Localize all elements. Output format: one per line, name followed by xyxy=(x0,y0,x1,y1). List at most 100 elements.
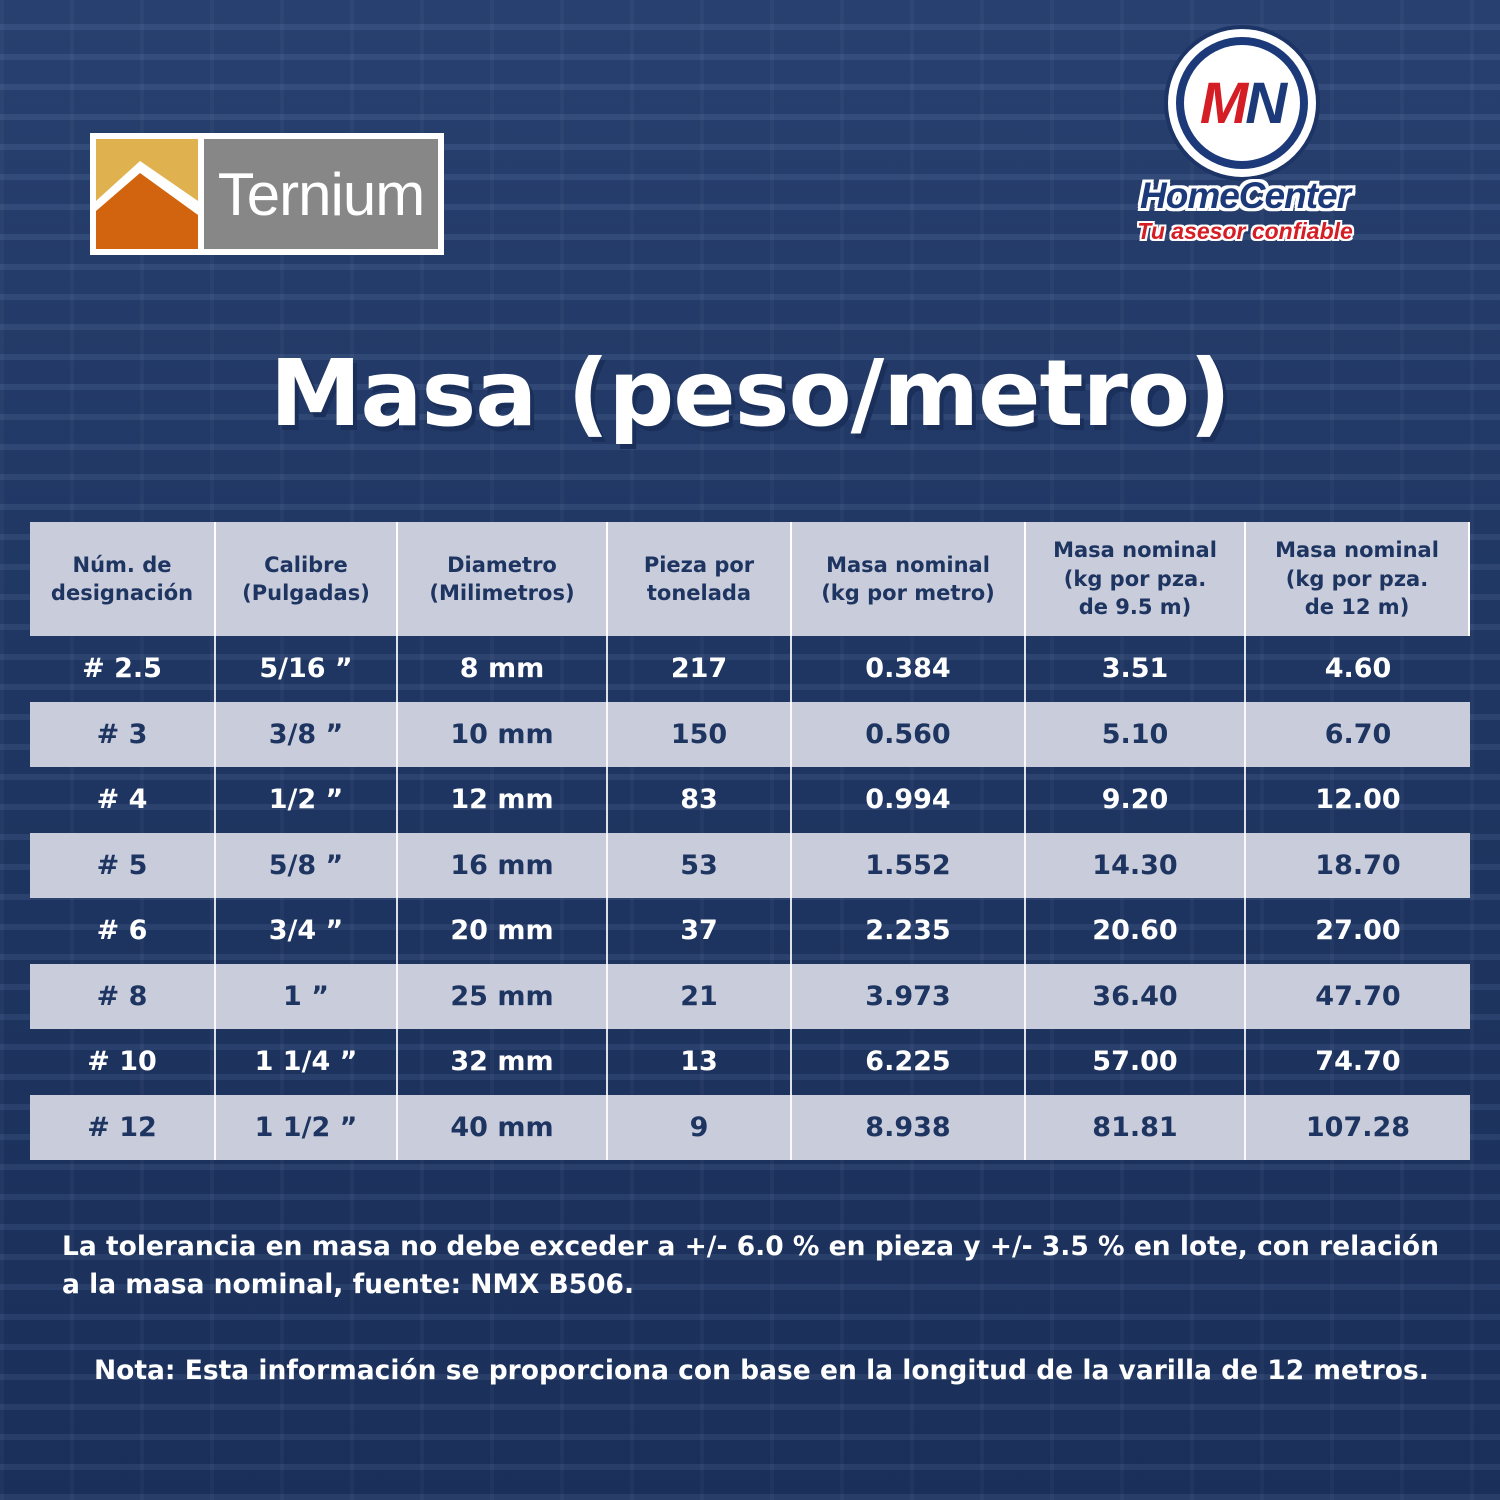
table-cell: 5/8 ” xyxy=(216,832,398,898)
table-cell: 150 xyxy=(608,701,792,767)
table-header-label: Diametro (Milimetros) xyxy=(429,551,574,608)
table-cell: 1 1/4 ” xyxy=(216,1029,398,1095)
table-cell: 1.552 xyxy=(792,832,1026,898)
table-header-line: (kg por metro) xyxy=(821,581,995,605)
table-header-line: (Milimetros) xyxy=(429,581,575,605)
table-header-cell: Pieza por tonelada xyxy=(608,522,792,636)
table-cell: 47.70 xyxy=(1315,980,1401,1012)
table-cell: 25 mm xyxy=(398,963,608,1029)
table-cell: 5/16 ” xyxy=(216,636,398,702)
tolerance-text: La tolerancia en masa no debe exceder a … xyxy=(62,1231,1439,1300)
ternium-roof-icon xyxy=(96,139,198,249)
homecenter-tagline: Tu asesor confiable xyxy=(1137,218,1353,244)
table-header-label: Masa nominal (kg por pza. de 9.5 m) xyxy=(1053,536,1217,621)
table-header-label: Pieza por tonelada xyxy=(644,551,754,608)
table-cell: 6.225 xyxy=(792,1029,1026,1095)
table-row: # 10 1 1/4 ” 32 mm 13 6.225 57.00 74.70 xyxy=(30,1029,1470,1095)
table-cell: 13 xyxy=(608,1029,792,1095)
table-cell: 83 xyxy=(608,767,792,833)
table-cell: 20 mm xyxy=(398,898,608,964)
table-header-cell: Calibre (Pulgadas) xyxy=(216,522,398,636)
table-row: # 2.5 5/16 ” 8 mm 217 0.384 3.51 4.60 xyxy=(30,636,1470,702)
table-cell: # 12 xyxy=(30,1094,216,1160)
table-cell: 74.70 xyxy=(1315,1046,1401,1078)
table-header-label: Masa nominal (kg por pza. de 12 m) xyxy=(1275,536,1439,621)
table-cell: 8 mm xyxy=(398,636,608,702)
table-row: # 5 5/8 ” 16 mm 53 1.552 14.30 18.70 xyxy=(30,832,1470,898)
table-cell: 2.235 xyxy=(792,898,1026,964)
table-cell: 32 mm xyxy=(398,1029,608,1095)
table-cell: # 10 xyxy=(30,1029,216,1095)
table-cell: 1 ” xyxy=(216,963,398,1029)
table-cell: 12.00 xyxy=(1315,784,1401,816)
table-cell: 0.384 xyxy=(792,636,1026,702)
mn-letter-m: M xyxy=(1199,70,1248,136)
table-header-line: Masa nominal xyxy=(1053,538,1217,563)
ternium-wordmark: Ternium xyxy=(204,139,438,249)
table-row: # 3 3/8 ” 10 mm 150 0.560 5.10 6.70 xyxy=(30,701,1470,767)
table-header-cell: Diametro (Milimetros) xyxy=(398,522,608,636)
note-text: Nota: Esta información se proporciona co… xyxy=(94,1355,1429,1386)
table-cell: 37 xyxy=(608,898,792,964)
table-header-label: Núm. de designación xyxy=(51,551,193,608)
ternium-logo: Ternium xyxy=(90,133,444,255)
table-cell: 14.30 xyxy=(1026,832,1246,898)
table-header-cell: Masa nominal (kg por metro) xyxy=(792,522,1026,636)
table-cell: 18.70 xyxy=(1315,849,1401,881)
table-cell: # 5 xyxy=(30,832,216,898)
homecenter-name: HomeCenter xyxy=(1140,175,1351,216)
rebar-mass-table: Núm. de designación Calibre (Pulgadas) Diame… xyxy=(30,522,1470,1160)
table-header-label: Calibre (Pulgadas) xyxy=(242,551,370,608)
table-header-line: Pieza por xyxy=(643,552,755,577)
table-header-cell: Núm. de designación xyxy=(30,522,216,636)
table-header-line: de 12 m) xyxy=(1304,595,1410,620)
table-cell: # 6 xyxy=(30,898,216,964)
table-cell: 81.81 xyxy=(1026,1094,1246,1160)
table-header-line: designación xyxy=(50,581,194,605)
table-cell: 4.60 xyxy=(1324,653,1392,685)
table-cell: 217 xyxy=(608,636,792,702)
table-cell: 0.994 xyxy=(792,767,1026,833)
table-header-line: Masa nominal xyxy=(826,552,990,577)
table-header-line: Núm. de xyxy=(72,552,172,577)
table-header-line: (Pulgadas) xyxy=(242,581,370,605)
table-cell: 27.00 xyxy=(1315,915,1401,947)
table-cell: 3.973 xyxy=(792,963,1026,1029)
table-cell: # 2.5 xyxy=(30,636,216,702)
table-cell: # 3 xyxy=(30,701,216,767)
table-cell: 1/2 ” xyxy=(216,767,398,833)
table-cell: 10 mm xyxy=(398,701,608,767)
table-cell: 8.938 xyxy=(792,1094,1026,1160)
mn-letter-n: N xyxy=(1245,70,1287,136)
table-cell: # 4 xyxy=(30,767,216,833)
table-cell: 9.20 xyxy=(1026,767,1246,833)
table-cell: 53 xyxy=(608,832,792,898)
table-cell: 20.60 xyxy=(1026,898,1246,964)
table-cell: 21 xyxy=(608,963,792,1029)
table-header-line: tonelada xyxy=(646,581,752,605)
table-row: # 6 3/4 ” 20 mm 37 2.235 20.60 27.00 xyxy=(30,898,1470,964)
table-cell: 5.10 xyxy=(1026,701,1246,767)
table-cell: 9 xyxy=(608,1094,792,1160)
table-header-line: Calibre xyxy=(264,552,348,577)
table-row: # 4 1/2 ” 12 mm 83 0.994 9.20 12.00 xyxy=(30,767,1470,833)
table-row: # 12 1 1/2 ” 40 mm 9 8.938 81.81 107.28 xyxy=(30,1094,1470,1160)
table-header-label: Masa nominal (kg por metro) xyxy=(821,551,995,608)
table-cell: 40 mm xyxy=(398,1094,608,1160)
table-cell: # 8 xyxy=(30,963,216,1029)
table-header-line: de 9.5 m) xyxy=(1078,595,1192,620)
table-cell: 3.51 xyxy=(1026,636,1246,702)
table-cell: 12 mm xyxy=(398,767,608,833)
table-header-line: (kg por pza. xyxy=(1063,566,1207,591)
table-header-cell: Masa nominal (kg por pza. de 12 m) xyxy=(1246,522,1470,636)
table-cell: 0.560 xyxy=(792,701,1026,767)
table-cell: 3/4 ” xyxy=(216,898,398,964)
table-cell: 36.40 xyxy=(1026,963,1246,1029)
table-header-cell: Masa nominal (kg por pza. de 9.5 m) xyxy=(1026,522,1246,636)
table-cell: 107.28 xyxy=(1305,1111,1411,1143)
table-cell: 6.70 xyxy=(1324,718,1392,750)
table-header: Núm. de designación Calibre (Pulgadas) Diame… xyxy=(30,522,1470,636)
